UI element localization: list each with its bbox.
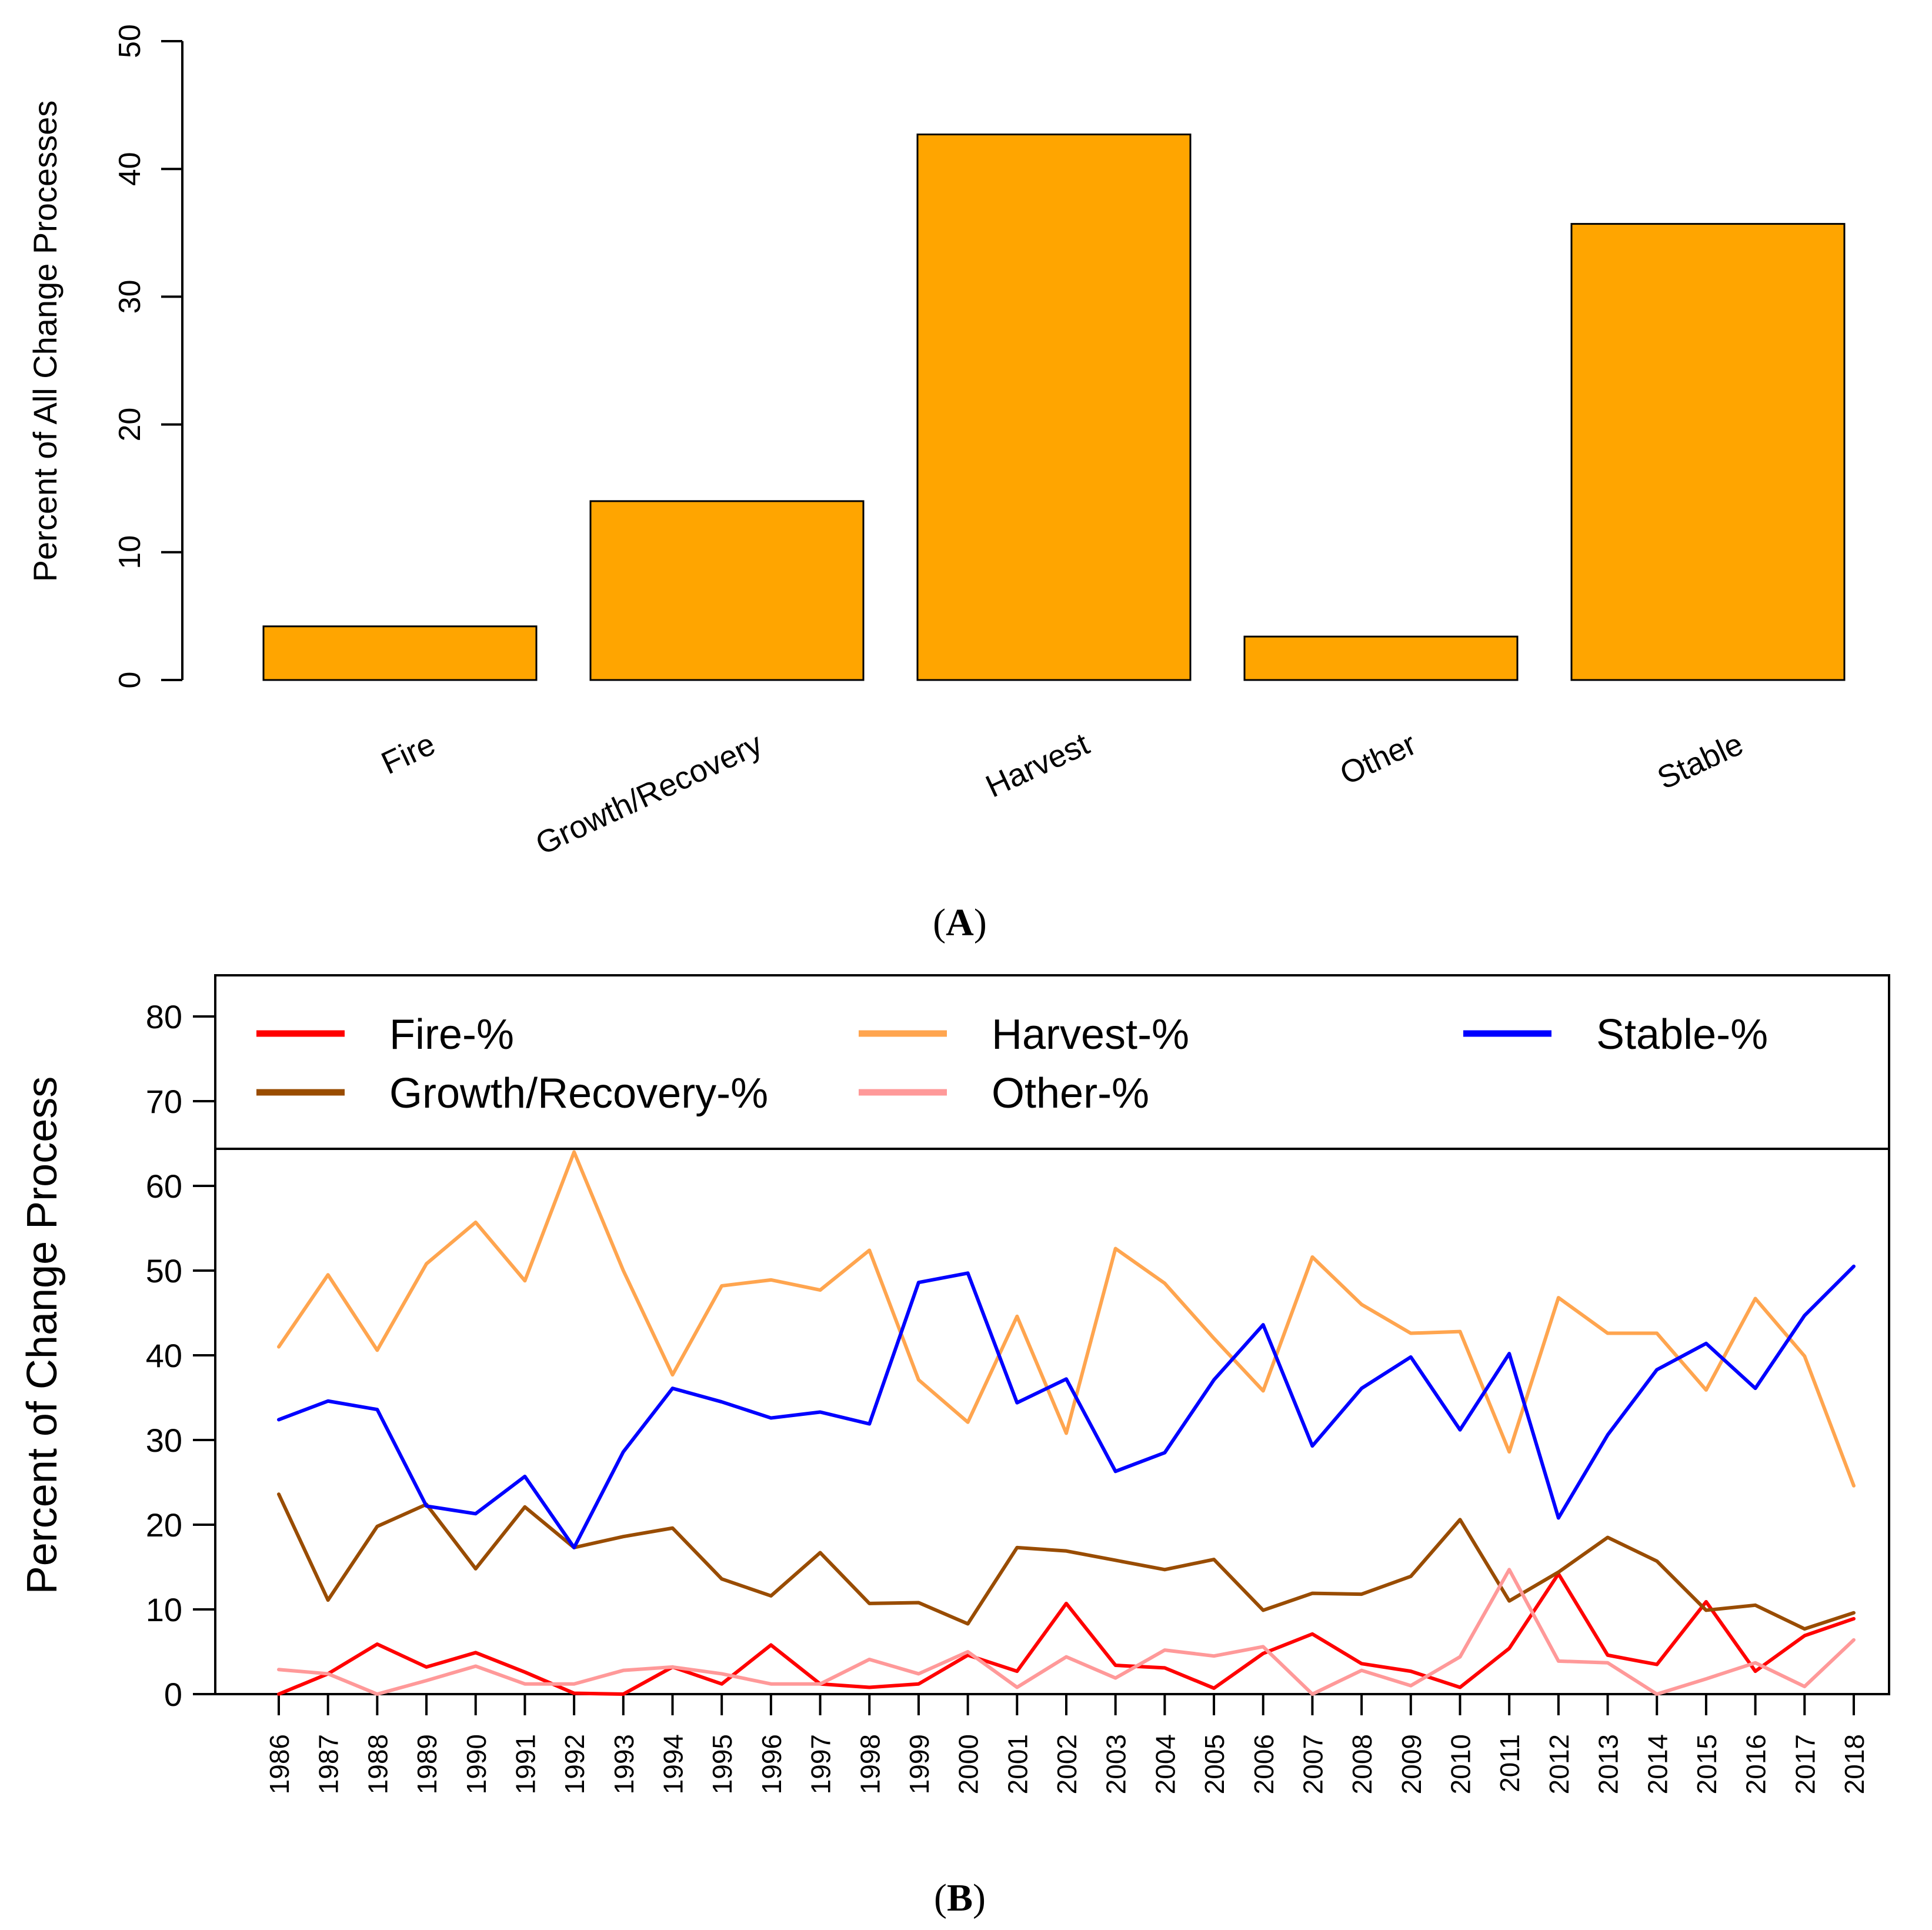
legend-label: Fire-%: [389, 1011, 514, 1058]
legend-label: Growth/Recovery-%: [389, 1070, 768, 1117]
legend-label: Harvest-%: [992, 1011, 1189, 1058]
panel-b-y-tick-label: 10: [146, 1591, 182, 1628]
panel-b-x-tick-label: 1986: [264, 1734, 295, 1794]
panel-b-x-tick-label: 1996: [756, 1734, 787, 1794]
panel-b-x-tick-label: 1991: [510, 1734, 540, 1794]
panel-b-x-tick-label: 1988: [362, 1734, 393, 1794]
panel-b-label: (B): [934, 1876, 986, 1919]
panel-b-x-tick-label: 2007: [1297, 1734, 1328, 1794]
panel-b-y-tick-label: 0: [164, 1676, 182, 1713]
panel-b-x-tick-label: 2013: [1593, 1734, 1624, 1794]
panel-a-y-axis-label: Percent of All Change Processes: [26, 101, 64, 582]
panel-a-x-tick-label: Fire: [376, 726, 441, 781]
panel-b-x-tick-label: 2018: [1839, 1734, 1870, 1794]
bar-harvest: [916, 134, 1192, 681]
panel-b-y-tick-label: 60: [146, 1168, 182, 1205]
legend-label: Stable-%: [1596, 1011, 1768, 1058]
bar-fire: [262, 625, 538, 681]
panel-b-x-tick-label: 2002: [1052, 1734, 1082, 1794]
panel-a-label: (A): [933, 901, 987, 944]
panel-b-x-tick-label: 2011: [1494, 1734, 1525, 1792]
panel-b-x-tick-label: 1989: [412, 1734, 442, 1794]
panel-b-x-tick-label: 2001: [1002, 1734, 1033, 1794]
panel-b-x-tick-label: 2016: [1741, 1734, 1771, 1794]
panel-b-y-tick-label: 50: [146, 1252, 182, 1289]
panel-a-y-ticks: 0 10 20 30 40 50: [113, 24, 182, 688]
panel-a-y-tick-label: 10: [113, 535, 147, 569]
panel-a-x-tick-label: Stable: [1652, 726, 1749, 796]
panel-b-x-tick-label: 2015: [1691, 1734, 1722, 1794]
panel-b-x-tick-label: 2010: [1446, 1734, 1476, 1794]
legend-label: Other-%: [992, 1070, 1149, 1117]
panel-b-x-tick-label: 2003: [1101, 1734, 1132, 1794]
panel-a-bars: [262, 134, 1846, 681]
series-line-fire: [277, 1572, 1856, 1696]
panel-b-y-tick-label: 30: [146, 1422, 182, 1459]
panel-b-y-axis-label: Percent of Change Process: [19, 1076, 66, 1595]
panel-b-x-tick-label: 2008: [1347, 1734, 1377, 1794]
panel-b-x-tick-label: 1998: [855, 1734, 885, 1794]
panel-b-x-tick-label: 2000: [953, 1734, 984, 1794]
panel-b-x-tick-label: 2017: [1790, 1734, 1820, 1794]
panel-b-series-lines: [277, 1150, 1856, 1696]
bar-growth-recovery: [589, 500, 865, 681]
panel-b-y-tick-label: 40: [146, 1337, 182, 1374]
panel-b-x-tick-label: 1993: [609, 1734, 639, 1794]
panel-a-y-tick-label: 0: [113, 672, 147, 689]
panel-a-x-tick-label: Other: [1334, 726, 1422, 791]
panel-b-x-tick-label: 2014: [1642, 1734, 1673, 1794]
panel-b-y-tick-label: 80: [146, 998, 182, 1035]
panel-a-x-tick-label: Harvest: [980, 726, 1095, 804]
series-line-stable: [277, 1264, 1856, 1549]
panel-a-y-tick-label: 20: [113, 408, 147, 442]
panel-b-x-tick-label: 1997: [806, 1734, 836, 1794]
legend-box: [214, 974, 1890, 1150]
panel-a-y-tick-label: 40: [113, 152, 147, 186]
panel-b-y-ticks: 0 10 20 30 40 50 60 70 80: [146, 998, 215, 1713]
panel-b-y-tick-label: 70: [146, 1083, 182, 1120]
panel-b-x-ticks: 1986 1987 1988 1989 1990 1991 1992 1993 1994 1995…: [264, 1694, 1870, 1794]
series-line-growth-recovery: [277, 1492, 1856, 1631]
panel-b-x-tick-label: 1994: [658, 1734, 689, 1794]
panel-b-x-tick-label: 2009: [1396, 1734, 1427, 1794]
panel-a-x-tick-label: Growth/Recovery: [530, 726, 768, 862]
bar-stable: [1570, 223, 1846, 681]
panel-a-bar-chart: 0 10 20 30 40 50 Fire Growth/Recovery Harvest Ot…: [26, 24, 1846, 944]
panel-b-x-tick-label: 1999: [904, 1734, 935, 1794]
legend: Fire-% Growth/Recovery-% Harvest-% Other-% S…: [214, 974, 1890, 1150]
series-line-other: [277, 1568, 1856, 1696]
panel-b-y-tick-label: 20: [146, 1506, 182, 1544]
panel-b-x-tick-label: 1995: [707, 1734, 738, 1794]
panel-a-y-tick-label: 50: [113, 24, 147, 58]
panel-a-x-tick-labels: Fire Growth/Recovery Harvest Other Stable: [376, 726, 1749, 862]
panel-b-x-tick-label: 2006: [1249, 1734, 1279, 1794]
panel-b-x-tick-label: 1987: [313, 1734, 344, 1794]
panel-b-x-tick-label: 1992: [559, 1734, 590, 1794]
panel-b-x-tick-label: 2004: [1150, 1734, 1180, 1794]
panel-a-y-tick-label: 30: [113, 279, 147, 314]
bar-other: [1243, 635, 1519, 681]
panel-b-x-tick-label: 1990: [461, 1734, 492, 1794]
panel-b-x-tick-label: 2012: [1544, 1734, 1574, 1794]
series-line-harvest: [277, 1150, 1856, 1488]
panel-b-x-tick-label: 2005: [1199, 1734, 1230, 1794]
